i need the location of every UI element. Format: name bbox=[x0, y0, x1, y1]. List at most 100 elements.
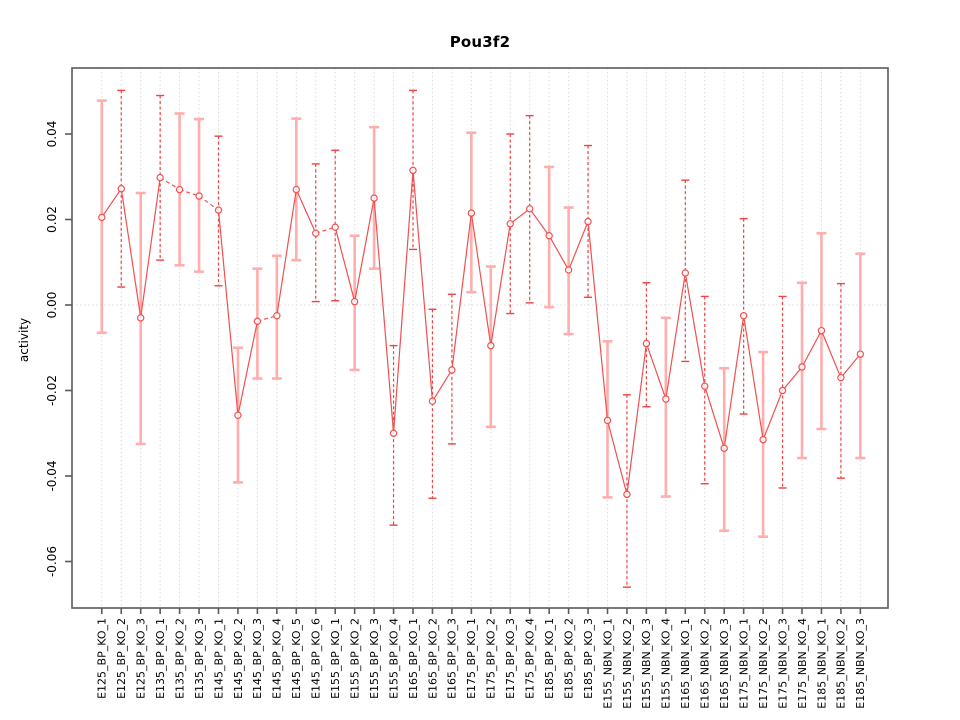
series-segment bbox=[217, 210, 239, 416]
series-segment bbox=[392, 170, 414, 434]
data-point bbox=[681, 269, 690, 277]
data-point bbox=[214, 206, 223, 214]
y-tick-label: -0.06 bbox=[45, 546, 59, 577]
x-tick-label: E145_BP_KO_6 bbox=[310, 618, 323, 699]
x-tick-label: E125_BP_KO_1 bbox=[96, 618, 109, 699]
data-point bbox=[156, 173, 164, 182]
series-segment bbox=[568, 221, 589, 271]
data-point bbox=[837, 373, 845, 382]
series-segment bbox=[101, 188, 122, 218]
data-point bbox=[701, 382, 709, 390]
series-segment bbox=[626, 343, 647, 495]
series-segment bbox=[743, 315, 764, 440]
x-tick-label: E175_BP_KO_3 bbox=[504, 618, 517, 699]
series-segment bbox=[295, 189, 317, 234]
x-tick-label: E185_BP_KO_1 bbox=[543, 618, 556, 699]
series-segment bbox=[431, 369, 453, 402]
x-tick-label: E185_BP_KO_2 bbox=[562, 618, 575, 699]
series-segment bbox=[840, 353, 861, 379]
series-segment bbox=[723, 315, 745, 449]
x-tick-label: E155_BP_KO_2 bbox=[348, 618, 361, 699]
series-segment bbox=[762, 390, 784, 440]
series-segment bbox=[684, 272, 706, 387]
data-point bbox=[292, 185, 300, 194]
x-tick-label: E185_NBN_KO_3 bbox=[854, 618, 867, 709]
series-segment bbox=[587, 221, 609, 421]
x-tick-label: E175_NBN_KO_1 bbox=[738, 618, 751, 709]
x-tick-label: E175_BP_KO_4 bbox=[524, 618, 537, 699]
chart-title: Pou3f2 bbox=[449, 33, 511, 51]
series-segment bbox=[354, 198, 375, 302]
x-tick-label: E165_NBN_KO_1 bbox=[679, 618, 692, 709]
data-point bbox=[856, 350, 865, 358]
data-point bbox=[448, 366, 456, 374]
series-segment bbox=[529, 208, 550, 237]
data-point bbox=[428, 397, 437, 405]
data-point bbox=[720, 444, 728, 452]
y-tick-label: 0.04 bbox=[45, 121, 59, 148]
x-tick-label: E145_BP_KO_2 bbox=[232, 618, 245, 699]
x-tick-label: E175_BP_KO_2 bbox=[485, 618, 498, 699]
data-point bbox=[409, 166, 417, 175]
x-tick-label: E155_NBN_KO_3 bbox=[640, 618, 653, 709]
data-point bbox=[350, 297, 359, 306]
series-segment bbox=[704, 386, 725, 449]
plot-frame bbox=[71, 67, 889, 609]
series-segment bbox=[801, 330, 822, 368]
y-tick-label: -0.02 bbox=[45, 375, 59, 406]
x-tick-label: E185_NBN_KO_1 bbox=[815, 618, 828, 709]
data-point bbox=[234, 411, 242, 419]
series-segment bbox=[548, 235, 570, 271]
series-segment bbox=[140, 177, 161, 318]
data-point bbox=[778, 386, 787, 395]
series-segment bbox=[470, 213, 492, 346]
series-segment bbox=[509, 208, 531, 225]
series-segment bbox=[645, 343, 667, 400]
data-point bbox=[253, 317, 262, 325]
data-point bbox=[584, 217, 592, 226]
x-tick-label: E155_BP_KO_3 bbox=[368, 618, 381, 699]
x-tick-label: E135_BP_KO_3 bbox=[193, 618, 206, 699]
data-point bbox=[564, 266, 573, 274]
x-tick-label: E145_BP_KO_5 bbox=[290, 618, 303, 699]
x-tick-label: E145_BP_KO_1 bbox=[212, 618, 225, 699]
series-segment bbox=[490, 223, 511, 346]
series-segment bbox=[159, 177, 180, 191]
data-point bbox=[331, 223, 339, 231]
x-tick-label: E155_NBN_KO_4 bbox=[660, 618, 673, 709]
data-point bbox=[506, 220, 514, 228]
data-point bbox=[312, 229, 320, 237]
x-tick-label: E125_BP_KO_2 bbox=[115, 618, 128, 699]
x-tick-label: E155_BP_KO_4 bbox=[387, 618, 400, 699]
x-tick-label: E175_NBN_KO_3 bbox=[776, 618, 789, 709]
y-tick-label: 0.00 bbox=[45, 292, 59, 319]
data-point bbox=[195, 192, 203, 200]
x-tick-label: E155_NBN_KO_2 bbox=[621, 618, 634, 709]
x-tick-label: E165_BP_KO_1 bbox=[407, 618, 420, 699]
data-point bbox=[739, 311, 748, 320]
data-point bbox=[623, 490, 631, 499]
series-segment bbox=[373, 198, 395, 434]
x-tick-label: E135_BP_KO_1 bbox=[154, 618, 167, 699]
data-point bbox=[467, 209, 476, 217]
series-segment bbox=[412, 170, 434, 402]
x-tick-label: E185_BP_KO_3 bbox=[582, 618, 595, 699]
x-tick-label: E175_NBN_KO_2 bbox=[757, 618, 770, 709]
series-segment bbox=[665, 272, 686, 400]
data-point bbox=[273, 311, 281, 320]
series-segment bbox=[334, 227, 356, 302]
series-segment bbox=[237, 321, 258, 416]
data-point bbox=[117, 185, 125, 193]
data-point bbox=[136, 314, 145, 322]
data-point bbox=[662, 395, 670, 403]
y-tick-label: 0.02 bbox=[45, 206, 59, 233]
x-tick-label: E155_BP_KO_1 bbox=[329, 618, 342, 699]
x-tick-label: E165_NBN_KO_2 bbox=[699, 618, 712, 709]
data-point bbox=[759, 435, 767, 444]
series-segment bbox=[276, 189, 297, 316]
data-point bbox=[526, 205, 534, 213]
x-tick-label: E175_BP_KO_1 bbox=[465, 618, 478, 699]
series-segment bbox=[451, 213, 472, 371]
data-point bbox=[603, 416, 612, 425]
data-point bbox=[370, 194, 378, 202]
